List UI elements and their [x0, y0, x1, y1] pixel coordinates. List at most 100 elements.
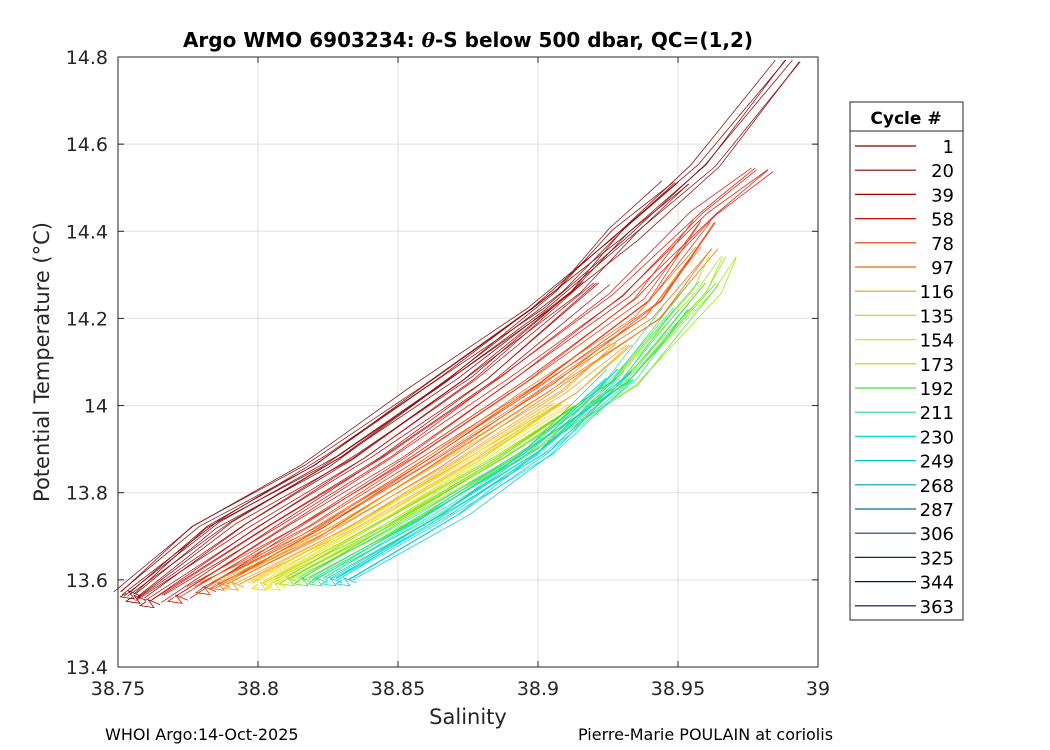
profile-trace-39: [149, 282, 597, 602]
profile-hook-97: [208, 581, 231, 591]
x-tick-label: 38.75: [91, 678, 145, 700]
profile-trace-116: [225, 342, 617, 584]
profile-trace-58: [189, 171, 774, 599]
profile-trace-1: [134, 61, 801, 594]
profile-trace-39: [161, 284, 611, 603]
y-tick-label: 13.4: [66, 657, 108, 679]
legend-entry: 154: [855, 331, 954, 352]
legend-label: 58: [931, 210, 954, 231]
profile-trace-173: [275, 256, 722, 580]
title-suffix: -S below 500 dbar, QC=(1,2): [435, 28, 753, 52]
profile-trace-249: [336, 368, 618, 579]
profile-trace-1: [130, 59, 793, 593]
series-layer: [113, 59, 801, 609]
legend-label: 287: [920, 500, 954, 521]
profile-trace-78: [194, 220, 702, 587]
x-axis-label: Salinity: [429, 705, 507, 729]
profile-trace-39: [136, 280, 584, 600]
profile-hook-173: [278, 576, 301, 587]
legend-entry: 363: [855, 597, 954, 618]
series-230: [313, 377, 634, 587]
profile-hook-211: [306, 576, 329, 587]
profile-hook-116: [222, 581, 245, 591]
x-tick-label: 38.9: [517, 678, 559, 700]
legend-label: 192: [920, 379, 954, 400]
profile-trace-192: [300, 282, 706, 580]
legend-entry: 230: [855, 427, 954, 448]
legend-label: 154: [920, 331, 954, 352]
title-prefix: Argo WMO 6903234:: [183, 28, 422, 52]
legend-label: 230: [920, 427, 954, 448]
series-1: [113, 59, 801, 600]
legend-label: 97: [931, 258, 954, 279]
profile-trace-97: [200, 246, 697, 583]
profile-trace-249: [348, 370, 633, 581]
legend-label: 306: [920, 524, 954, 545]
profile-trace-154: [276, 405, 573, 586]
legend-entry: 306: [855, 524, 954, 545]
legend-entry: 192: [855, 379, 954, 400]
profile-trace-249: [335, 369, 619, 579]
y-tick-label: 14: [84, 396, 108, 418]
profile-trace-230: [313, 377, 607, 579]
legend-entry: 20: [855, 161, 954, 182]
profile-trace-249: [347, 370, 625, 581]
profile-hook-78: [194, 585, 217, 596]
profile-trace-230: [323, 377, 617, 579]
legend-entry: 135: [855, 306, 954, 327]
legend-entry: 344: [855, 573, 954, 594]
legend-label: 344: [920, 573, 954, 594]
profile-trace-154: [269, 404, 561, 584]
legend-entry: 39: [855, 185, 954, 206]
x-tick-label: 38.95: [651, 678, 705, 700]
legend-label: 39: [931, 185, 954, 206]
profile-hook-135: [250, 581, 273, 591]
legend-entry: 58: [855, 210, 954, 231]
title-theta: θ: [422, 28, 436, 52]
profile-hook-20: [124, 594, 147, 604]
profile-trace-1: [121, 59, 787, 592]
legend-entry: 249: [855, 452, 954, 473]
profile-trace-154: [261, 404, 560, 584]
footer-right: Pierre-Marie POULAIN at coriolis: [578, 725, 834, 744]
profile-trace-116: [233, 344, 628, 585]
profile-trace-154: [262, 402, 556, 582]
profile-trace-116: [239, 344, 633, 585]
x-tick-label: 39: [806, 678, 830, 700]
tick-layer: 38.75 38.8 38.85 38.9 38.95 39 13.4 13.6 13.8 14 1…: [66, 47, 830, 700]
footer-left: WHOI Argo:14-Oct-2025: [105, 725, 299, 744]
profile-hook-58: [166, 594, 189, 604]
y-axis-label: Potential Temperature (°C): [30, 222, 54, 502]
legend-entry: 97: [855, 258, 954, 279]
x-tick-label: 38.85: [371, 678, 425, 700]
legend-label: 173: [920, 355, 954, 376]
legend-label: 78: [931, 234, 954, 255]
legend-title: Cycle #: [870, 109, 941, 129]
profile-trace-20: [121, 180, 663, 595]
series-249: [330, 368, 633, 587]
profile-trace-173: [274, 254, 711, 578]
legend: Cycle # 1 20 39 58 78 97 116 135 154 173 192 211 230…: [849, 101, 964, 621]
profile-trace-39: [150, 282, 600, 602]
profile-hook-249: [334, 576, 357, 587]
profile-trace-97: [212, 246, 702, 583]
y-tick-label: 13.6: [66, 570, 108, 592]
legend-entry: 116: [855, 282, 954, 303]
profile-hook-154: [264, 581, 287, 591]
legend-entry: 173: [855, 355, 954, 376]
legend-entries: 1 20 39 58 78 97 116 135 154 173 192 211 230 249 268 28…: [855, 137, 954, 618]
legend-entry: 78: [855, 234, 954, 255]
profile-trace-192: [285, 281, 691, 579]
legend-label: 325: [920, 548, 954, 569]
y-tick-label: 14.6: [66, 134, 108, 156]
profile-trace-249: [352, 370, 632, 581]
legend-label: 268: [920, 476, 954, 497]
y-tick-label: 14.2: [66, 308, 108, 330]
legend-label: 249: [920, 452, 954, 473]
legend-entry: 268: [855, 476, 954, 497]
legend-label: 1: [943, 137, 954, 158]
legend-entry: 287: [855, 500, 954, 521]
series-39: [135, 280, 611, 609]
profile-trace-211: [308, 307, 674, 579]
